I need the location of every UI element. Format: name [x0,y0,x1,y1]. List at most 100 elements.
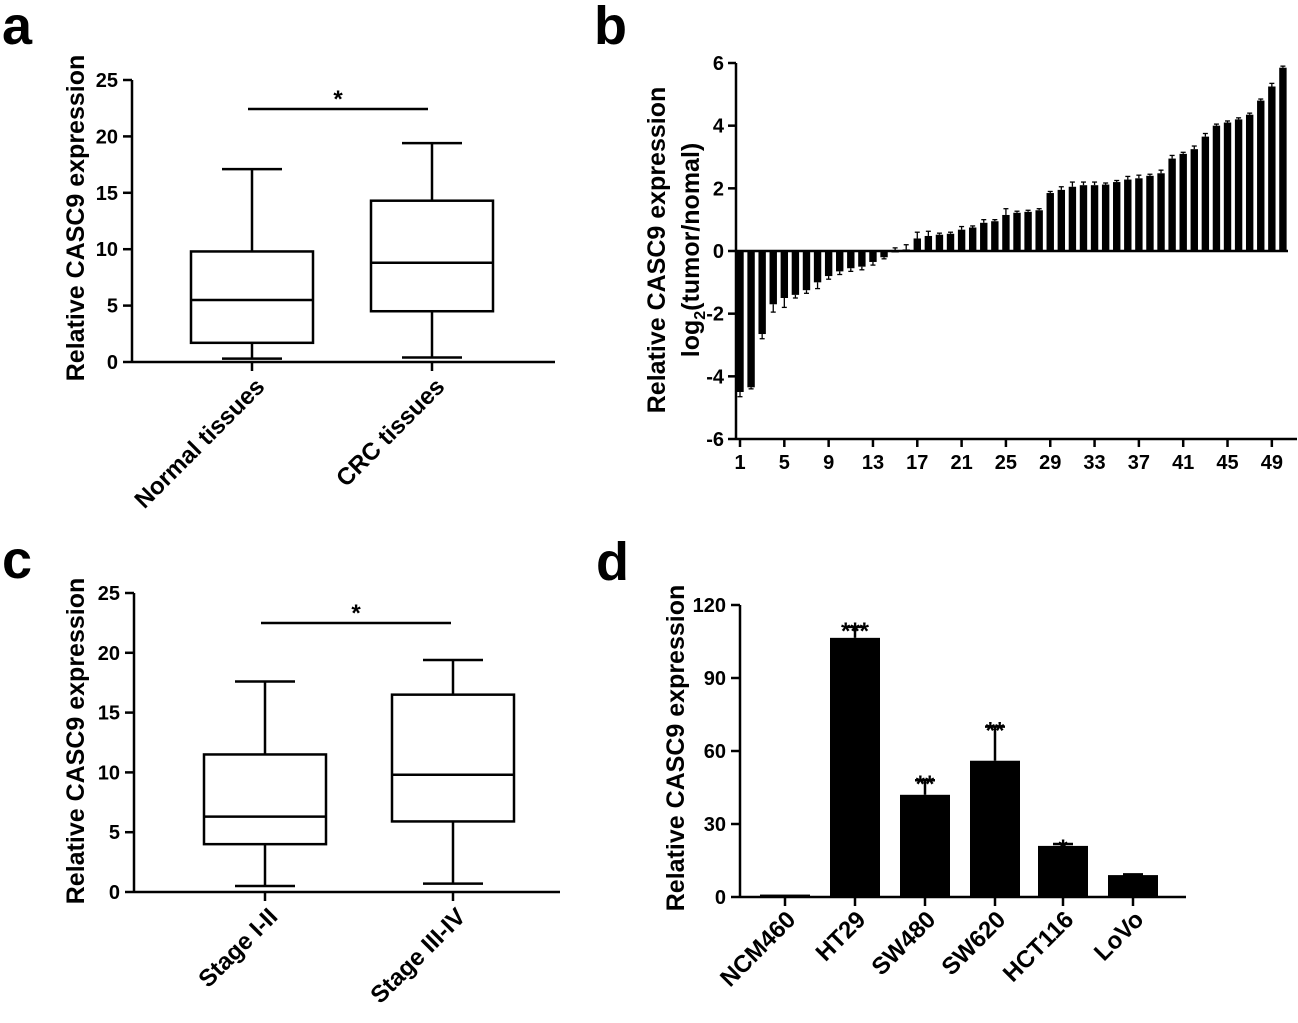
x-tick-label: 13 [862,452,884,474]
y-tick-label: -2 [706,304,724,326]
y-tick-label: 10 [96,239,118,261]
bar [830,637,880,897]
panel-d-chart: 0306090120NCM460***HT29**SW480**SW620*HC… [693,595,1186,992]
bar [1146,175,1154,251]
bar [891,251,899,253]
bar [902,249,910,251]
x-tick-label: Stage III-IV [365,903,471,1009]
bar [1234,119,1243,252]
panel-a-ylabel: Relative CASC9 expression [62,55,90,382]
bar [869,251,877,262]
bar [824,251,833,277]
y-tick-label: 4 [713,116,725,138]
bar [924,235,933,251]
bar [760,894,810,897]
bar [1124,179,1132,251]
bar [1179,153,1187,251]
significance-label: ** [916,771,935,798]
y-tick-label: 25 [96,70,118,92]
x-tick-label: LoVo [1089,906,1149,966]
bar [1046,193,1054,251]
bar [946,233,955,251]
x-tick-label: NCM460 [715,906,801,992]
bar [847,251,855,269]
y-tick-label: 10 [98,762,120,784]
panel-c-chart: 0 5 10 15 20 25 Stage I-II Stage III-IV * [98,583,560,1009]
x-tick-label: CRC tissues [331,373,450,492]
box-iqr [369,199,495,313]
y-tick-label: 0 [715,887,726,909]
panel-d-ylabel: Relative CASC9 expression [662,585,690,912]
bar [802,251,811,291]
bar [880,251,888,258]
x-tick-label: 5 [779,452,790,474]
bar [968,227,977,251]
box-iqr [189,250,315,345]
bar [935,234,944,251]
x-tick-label: 45 [1216,452,1238,474]
x-tick-label: 41 [1172,452,1194,474]
x-tick-label: 33 [1083,452,1105,474]
bar [813,251,822,283]
significance-label: * [351,600,361,627]
bar [1113,182,1121,251]
x-tick-label: 9 [823,452,834,474]
bar [1101,184,1110,251]
panel-a-chart: 0 5 10 15 20 25 Normal tissues CRC tissues * [96,70,555,514]
x-tick-label: 37 [1128,452,1150,474]
x-tick-label: HT29 [811,906,872,967]
bar [1024,211,1032,251]
bar [758,251,766,335]
y-tick-label: 90 [704,668,726,690]
x-tick-label: 49 [1261,452,1283,474]
y-tick-label: 20 [96,126,118,148]
bar [1090,185,1099,251]
panel-label-a: a [2,0,33,56]
x-tick-label: 1 [734,452,745,474]
y-tick-label: 60 [704,741,726,763]
bar [1279,67,1287,251]
x-tick-label: Stage I-II [193,903,283,993]
x-tick-label: SW480 [866,906,941,981]
panel-b-ylabel2-log: log [677,320,705,358]
y-tick-label: 15 [96,183,118,205]
bar [1257,100,1265,251]
bar [769,251,777,305]
bar [957,229,966,251]
x-tick-label: 25 [995,452,1017,474]
significance-label: ** [986,718,1005,745]
bar [1079,185,1088,251]
bar [991,221,999,251]
panel-b-ylabel2: log2(tumor/nomal) [677,143,709,357]
x-tick-label: 17 [906,452,928,474]
bar [1038,845,1088,897]
significance-label: *** [841,618,870,645]
bar [1002,214,1010,251]
box-iqr [390,693,516,823]
panel-label-c: c [2,530,32,590]
panel-label-b: b [594,0,627,56]
bar [736,251,744,392]
y-tick-label: 120 [693,595,726,617]
x-tick-label: 29 [1039,452,1061,474]
y-tick-label: -6 [706,429,724,451]
panel-c-ylabel: Relative CASC9 expression [62,578,90,905]
x-tick-label: HCT116 [998,906,1079,987]
y-tick-label: 15 [98,703,120,725]
bar [791,251,800,295]
bar [1212,125,1221,251]
bar [1190,149,1198,251]
bar [1245,114,1254,251]
bar [1223,122,1232,252]
bar [1168,158,1176,251]
panel-b-ylabel: Relative CASC9 expression [643,87,671,414]
bar [1068,186,1077,251]
bar [1057,189,1066,251]
y-tick-label: 0 [107,352,118,374]
x-tick-label: 21 [950,452,972,474]
y-tick-label: 5 [107,296,118,318]
bar [836,251,844,272]
panel-b-chart: 6 4 2 0 -2 -4 -6 1 5 9 13 17 21 25 29 33 37 41 45 49 [706,53,1297,474]
bar [1268,86,1276,251]
